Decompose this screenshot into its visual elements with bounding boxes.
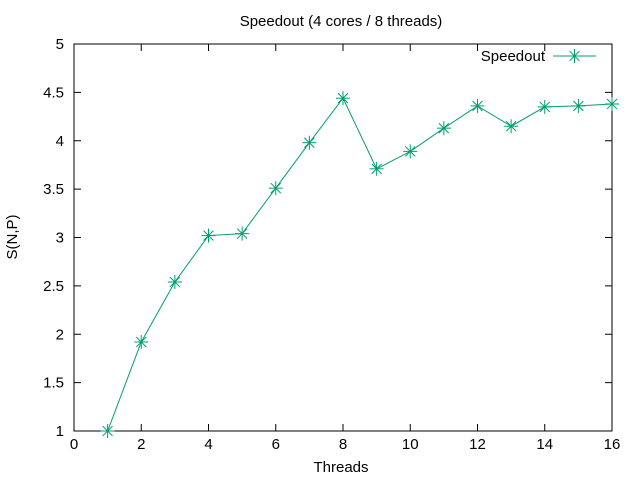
data-point [605,96,619,111]
x-axis-label: Threads [313,459,368,476]
x-tick-label: 2 [137,436,145,453]
x-tick-label: 10 [402,436,419,453]
y-tick-label: 4.5 [43,84,64,101]
y-axis: 1 1.5 2 2.5 3 3.5 4 4.5 5 [43,36,612,440]
data-point [167,275,182,290]
series-speedout [100,91,619,438]
y-tick-label: 2.5 [43,278,64,295]
x-tick-label: 4 [204,436,212,453]
data-point [268,181,283,196]
y-tick-label: 1.5 [43,375,64,392]
y-tick-label: 2 [56,326,64,343]
y-tick-label: 4 [56,133,64,150]
data-point [504,119,519,134]
x-tick-label: 8 [339,436,347,453]
y-tick-label: 3 [56,230,64,247]
data-point [336,91,350,106]
x-tick-label: 12 [469,436,486,453]
data-point [201,228,216,243]
y-tick-label: 1 [56,423,64,440]
y-axis-label: S(N,P) [4,214,21,259]
x-axis: 0 2 4 6 8 10 12 14 16 [70,44,621,453]
legend-marker [567,49,582,63]
x-tick-label: 16 [604,436,621,453]
data-point [436,121,451,136]
legend-label-speedout: Speedout [481,48,546,65]
data-point [235,226,250,241]
data-point [100,424,115,438]
x-tick-label: 0 [70,436,78,453]
y-tick-label: 5 [56,36,64,53]
legend: Speedout [481,48,596,65]
y-tick-label: 3.5 [43,181,64,198]
data-point [470,98,485,113]
x-tick-label: 14 [536,436,553,453]
plot-frame [73,43,613,432]
data-point [369,161,384,176]
x-tick-label: 6 [272,436,280,453]
chart-title: Speedout (4 cores / 8 threads) [240,13,443,30]
data-point [537,99,552,114]
data-point [403,144,418,159]
data-point [571,98,586,113]
data-point [134,334,149,349]
series-line [107,97,613,432]
data-point [302,135,317,150]
